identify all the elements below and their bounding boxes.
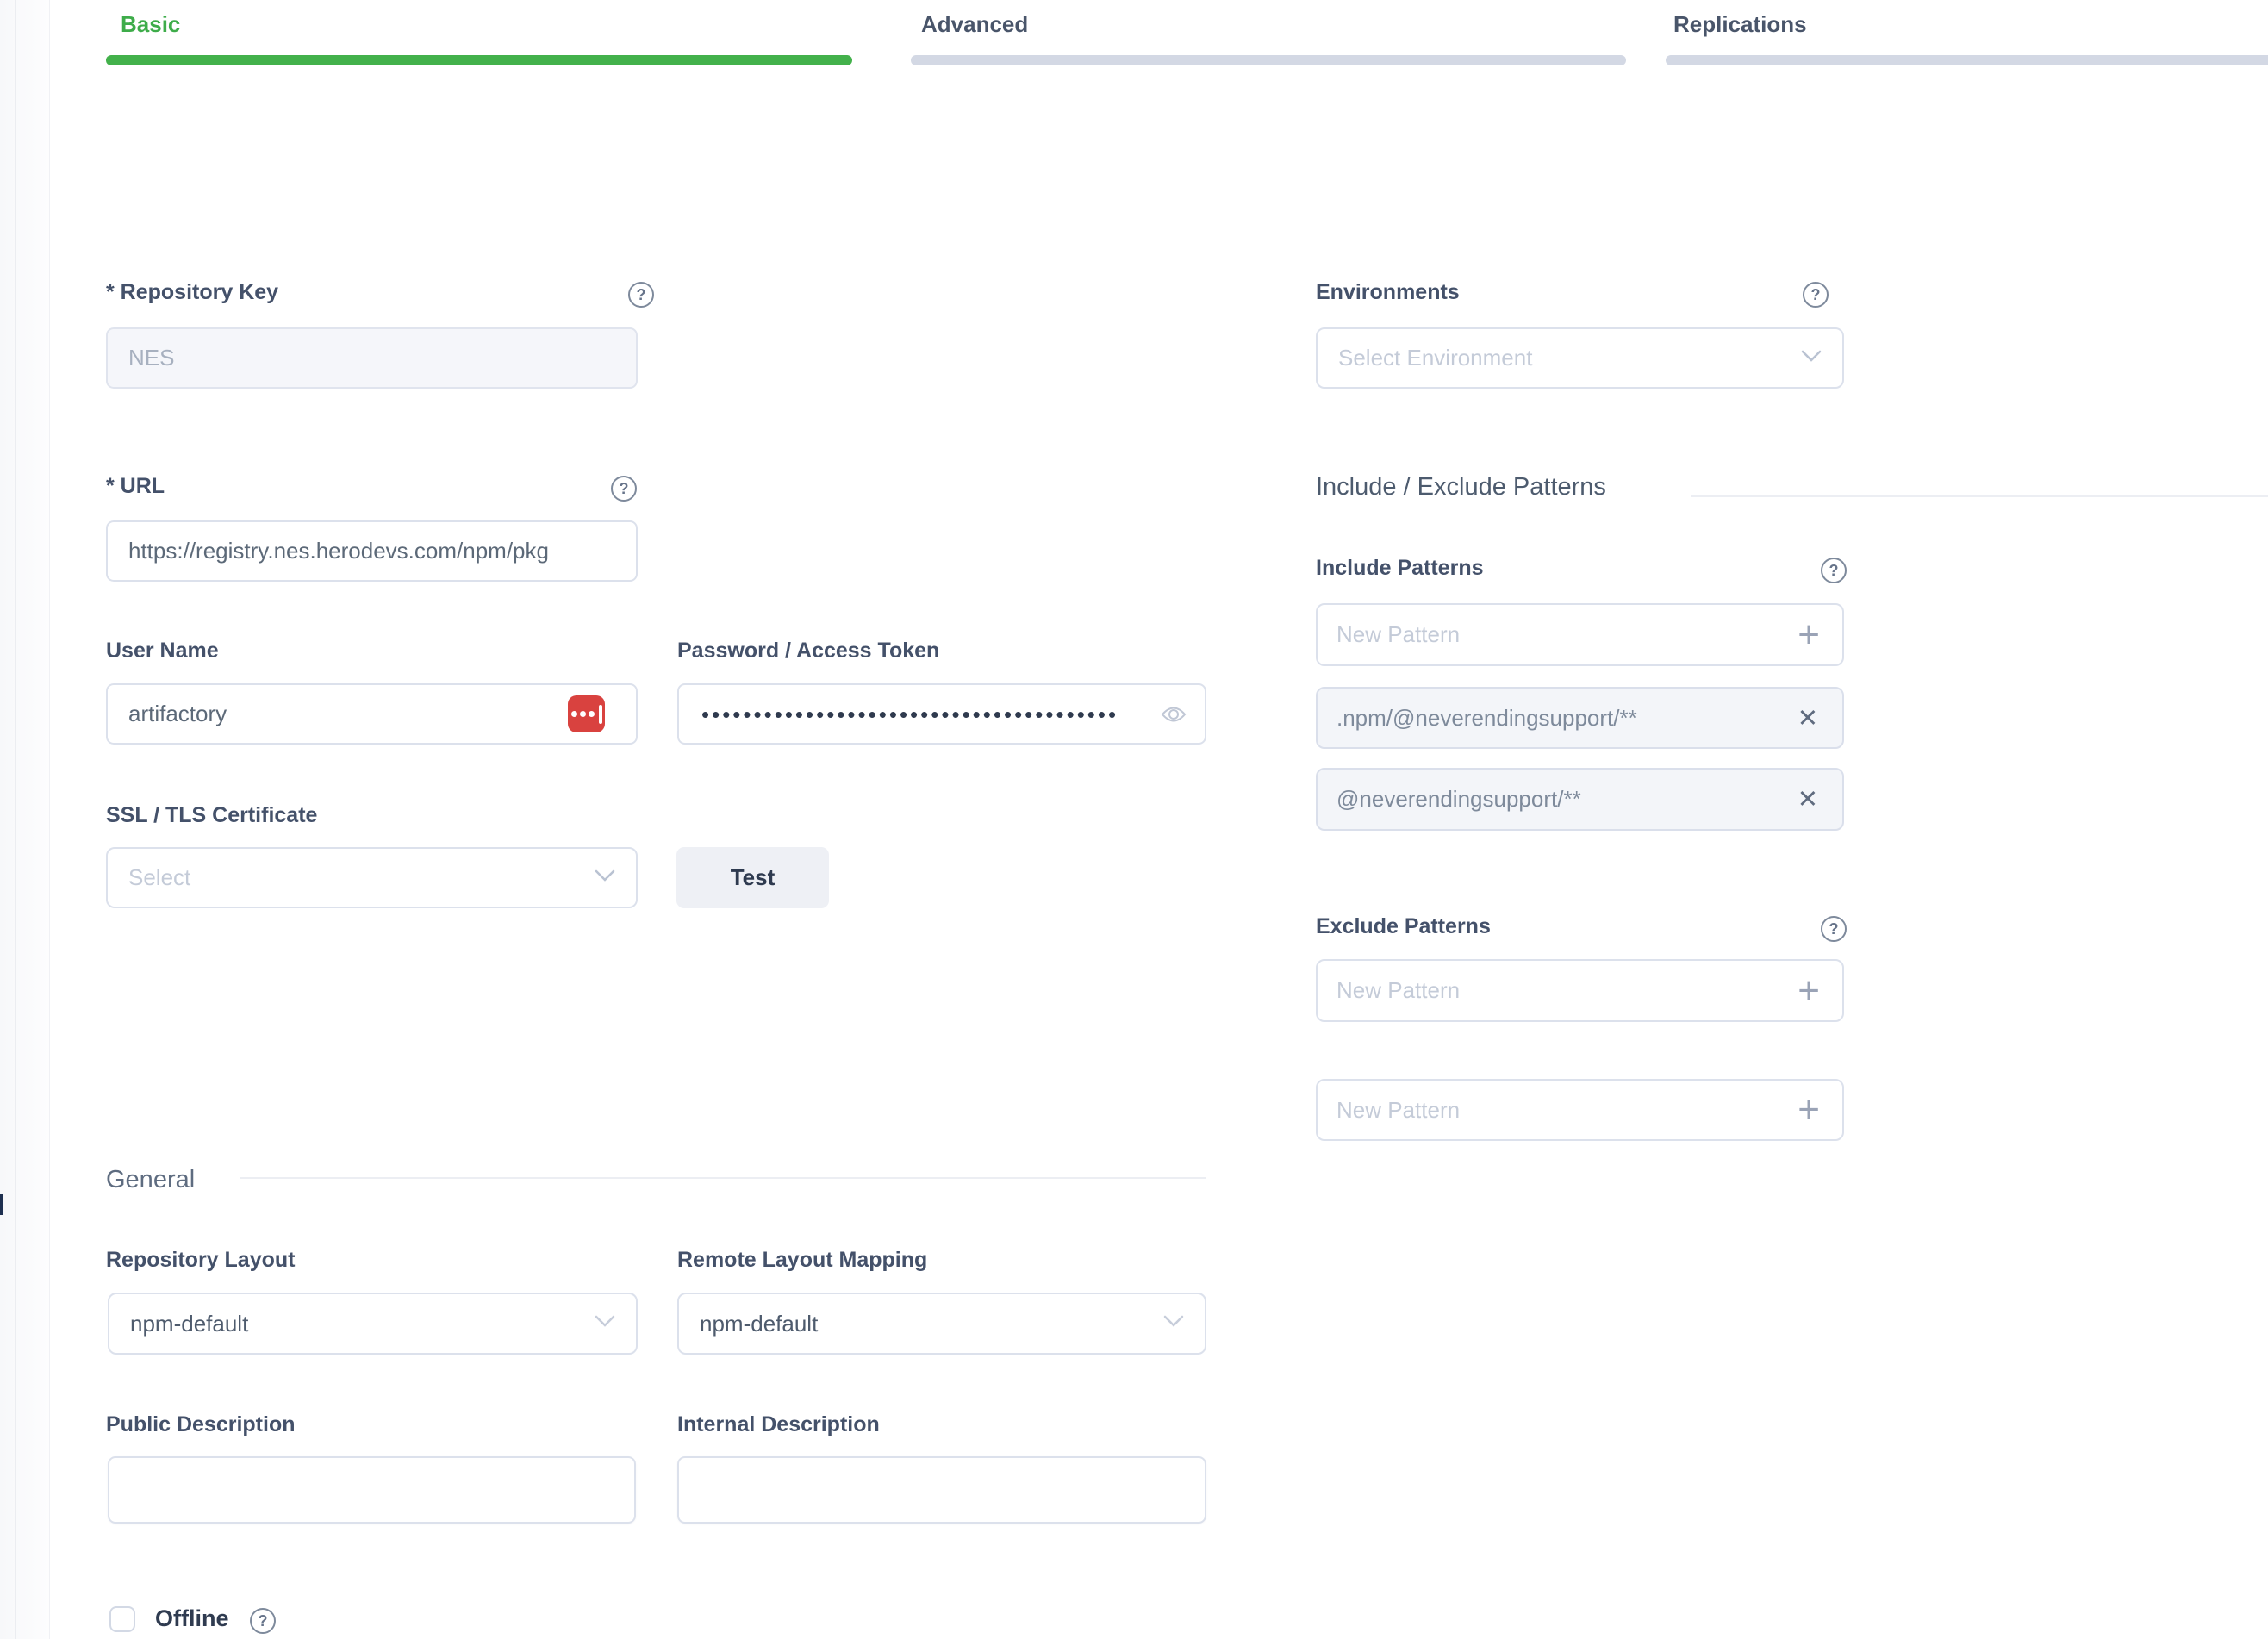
remote-layout-mapping-value: npm-default [700, 1310, 819, 1337]
include-patterns-help-icon[interactable]: ? [1821, 558, 1847, 583]
ssl-certificate-select[interactable]: Select [106, 847, 638, 908]
badge-dot [579, 711, 586, 717]
url-label: * URL [106, 474, 165, 498]
url-input[interactable] [106, 520, 638, 582]
exclude-pattern-input[interactable] [1336, 1096, 1795, 1124]
general-section-divider [240, 1177, 1206, 1179]
ssl-certificate-label: SSL / TLS Certificate [106, 803, 318, 827]
user-name-label: User Name [106, 639, 219, 663]
exclude-pattern-input-row: + [1316, 959, 1844, 1022]
repository-layout-value: npm-default [130, 1310, 249, 1337]
environments-placeholder: Select Environment [1338, 345, 1533, 371]
public-description-input[interactable] [108, 1456, 636, 1524]
badge-cursor [598, 704, 602, 724]
left-edge-clipped-element [0, 1194, 3, 1215]
chevron-down-icon [1163, 1315, 1184, 1332]
include-pattern-item: .npm/@neverendingsupport/** ✕ [1316, 687, 1844, 749]
public-description-label: Public Description [106, 1412, 296, 1436]
internal-description-label: Internal Description [677, 1412, 880, 1436]
tab-replications[interactable]: Replications [1673, 11, 1807, 37]
repository-key-input[interactable] [106, 327, 638, 389]
exclude-pattern-input[interactable] [1336, 977, 1795, 1004]
show-password-eye-icon[interactable] [1160, 704, 1187, 725]
include-exclude-section-title: Include / Exclude Patterns [1316, 473, 1606, 501]
environments-select[interactable]: Select Environment [1316, 327, 1844, 389]
add-include-pattern-icon[interactable]: + [1798, 613, 1820, 656]
tab-replications-underline [1666, 55, 2268, 65]
password-label: Password / Access Token [677, 639, 940, 663]
test-button[interactable]: Test [676, 847, 829, 908]
include-pattern-input-row: + [1316, 603, 1844, 666]
include-pattern-input[interactable] [1336, 621, 1795, 648]
badge-dot [588, 711, 595, 717]
environments-help-icon[interactable]: ? [1803, 282, 1829, 308]
user-name-input[interactable] [106, 683, 638, 745]
remote-layout-mapping-label: Remote Layout Mapping [677, 1248, 928, 1272]
badge-dot [570, 711, 577, 717]
exclude-patterns-label: Exclude Patterns [1316, 914, 1491, 938]
repository-key-help-icon[interactable]: ? [628, 282, 654, 308]
chevron-down-icon [595, 869, 615, 887]
password-manager-icon[interactable] [568, 695, 605, 732]
password-input[interactable]: •••••••••••••••••••••••••••••••••••••••• [677, 683, 1206, 745]
general-section-title: General [106, 1166, 196, 1193]
include-pattern-value: .npm/@neverendingsupport/** [1336, 704, 1637, 731]
add-exclude-pattern-icon[interactable]: + [1798, 969, 1820, 1012]
tab-advanced[interactable]: Advanced [921, 11, 1029, 37]
exclude-pattern-input-row: + [1316, 1079, 1844, 1141]
internal-description-input[interactable] [677, 1456, 1206, 1524]
include-pattern-item: @neverendingsupport/** ✕ [1316, 768, 1844, 831]
left-rail [0, 0, 50, 1639]
remove-pattern-icon[interactable]: ✕ [1797, 704, 1818, 732]
chevron-down-icon [595, 1315, 615, 1332]
remove-pattern-icon[interactable]: ✕ [1797, 786, 1818, 813]
add-exclude-pattern-icon[interactable]: + [1798, 1088, 1820, 1131]
ssl-certificate-placeholder: Select [128, 864, 191, 890]
environments-label: Environments [1316, 280, 1460, 304]
password-masked-value: •••••••••••••••••••••••••••••••••••••••• [701, 702, 1119, 726]
tab-advanced-underline [911, 55, 1626, 65]
repository-layout-label: Repository Layout [106, 1248, 296, 1272]
url-help-icon[interactable]: ? [611, 476, 637, 502]
left-rail-divider [15, 0, 16, 1639]
remote-layout-mapping-select[interactable]: npm-default [677, 1293, 1206, 1355]
exclude-patterns-help-icon[interactable]: ? [1821, 916, 1847, 942]
chevron-down-icon [1801, 350, 1822, 367]
offline-label: Offline [155, 1605, 229, 1631]
offline-help-icon[interactable]: ? [250, 1608, 276, 1634]
include-pattern-value: @neverendingsupport/** [1336, 786, 1581, 812]
repository-layout-select[interactable]: npm-default [108, 1293, 638, 1355]
tab-basic-underline [106, 55, 852, 65]
include-patterns-label: Include Patterns [1316, 556, 1484, 580]
offline-checkbox[interactable] [109, 1606, 135, 1632]
repository-key-label: * Repository Key [106, 280, 279, 304]
tab-basic[interactable]: Basic [121, 11, 181, 37]
include-exclude-section-divider [1691, 495, 2268, 497]
